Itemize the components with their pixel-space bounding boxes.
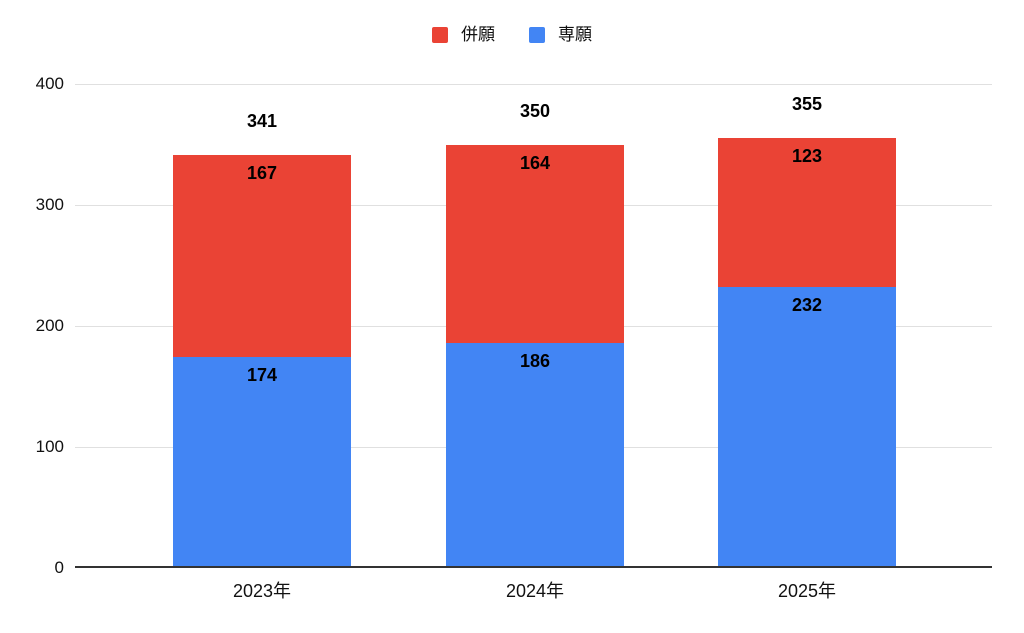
- y-axis-tick-label: 200: [35, 316, 64, 335]
- bar-segment-label: 174: [246, 365, 278, 385]
- bar-total-label: 341: [246, 111, 278, 131]
- legend-swatch-icon: [432, 26, 448, 43]
- bar-segment-label: 186: [519, 351, 551, 371]
- y-axis-tick-label: 100: [35, 437, 64, 456]
- x-axis-category-label: 2025年: [777, 581, 837, 601]
- legend-swatch-icon: [529, 26, 545, 43]
- x-axis-line: [75, 566, 992, 568]
- y-axis-tick-label: 300: [35, 195, 64, 214]
- bar-segment-label: 167: [246, 163, 278, 183]
- bar-segment-label: 232: [791, 295, 823, 315]
- y-gridline: [75, 84, 992, 85]
- legend-item-0[interactable]: 併願: [432, 26, 495, 43]
- bar-segment-label: 164: [519, 153, 551, 173]
- legend-item-label: 併願: [461, 25, 495, 44]
- y-axis-tick-label: 0: [54, 558, 64, 577]
- legend-item-1[interactable]: 専願: [529, 26, 592, 43]
- bar-segment[interactable]: [173, 357, 351, 568]
- bar-total-label: 350: [519, 101, 551, 121]
- bar-segment[interactable]: [173, 155, 351, 357]
- bar-segment-label: 123: [791, 146, 823, 166]
- bar-segment[interactable]: [718, 287, 896, 568]
- bar-segment[interactable]: [446, 145, 624, 343]
- bar-segment[interactable]: [718, 138, 896, 287]
- x-axis-category-label: 2024年: [505, 581, 565, 601]
- y-axis-tick-label: 400: [35, 74, 64, 93]
- chart-legend: 併願 専願: [0, 26, 1024, 43]
- x-axis-category-label: 2023年: [232, 581, 292, 601]
- bar-segment[interactable]: [446, 343, 624, 568]
- legend-item-label: 専願: [558, 25, 592, 44]
- bar-total-label: 355: [791, 94, 823, 114]
